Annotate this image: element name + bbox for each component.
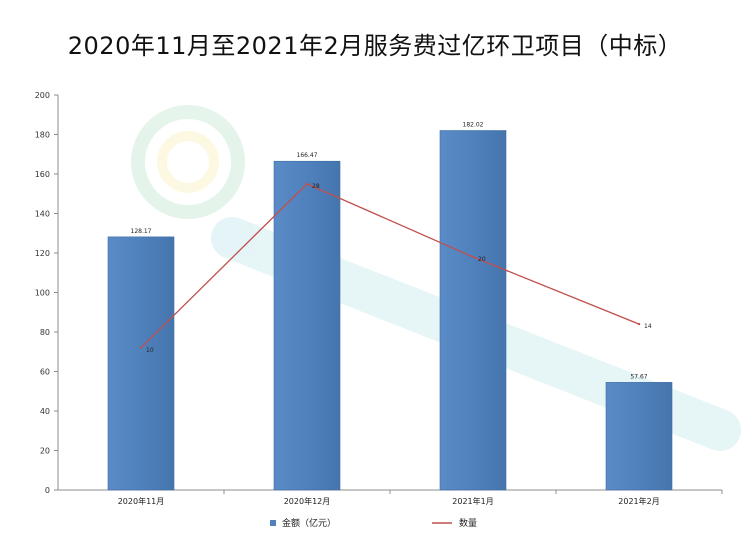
line-data-label: 20 [478, 256, 486, 263]
bar [605, 382, 673, 491]
x-tick-label: 2021年1月 [452, 496, 493, 506]
y-tick-label: 100 [35, 289, 50, 298]
y-tick-label: 20 [40, 447, 50, 456]
y-tick-label: 120 [35, 249, 50, 258]
y-tick-label: 180 [35, 131, 50, 140]
legend-label-count: 数量 [459, 517, 477, 529]
x-tick-label: 2020年11月 [118, 496, 165, 506]
line-data-label: 28 [312, 183, 320, 190]
legend-swatch-amount [270, 520, 276, 526]
line-data-label: 10 [146, 347, 154, 354]
x-tick-label: 2021年2月 [618, 496, 659, 506]
bar [273, 160, 341, 491]
bar-data-label: 182.02 [463, 122, 484, 129]
y-tick-label: 140 [35, 210, 50, 219]
y-tick-label: 0 [45, 486, 50, 495]
line-point [139, 346, 143, 349]
line-point [305, 182, 309, 186]
line-data-label: 14 [644, 323, 652, 330]
y-axis-ticks: 0 20 40 60 80 100 120 140 160 180 200 [35, 91, 58, 495]
line-point [471, 255, 475, 259]
x-tick-label: 2020年12月 [284, 496, 331, 506]
line-path [140, 183, 640, 349]
y-tick-label: 160 [35, 170, 50, 179]
line-point [637, 322, 641, 326]
bar [107, 236, 175, 491]
y-tick-label: 60 [40, 368, 50, 377]
y-tick-label: 80 [40, 328, 50, 337]
y-tick-label: 200 [35, 91, 50, 100]
legend: 金额（亿元） 数量 [270, 517, 477, 529]
bar-series: 128.17 166.47 182.02 57.67 [107, 122, 673, 491]
chart-title: 2020年11月至2021年2月服务费过亿环卫项目（中标） [67, 32, 683, 60]
bar-data-label: 57.67 [630, 373, 647, 380]
legend-label-amount: 金额（亿元） [282, 517, 336, 529]
line-series: 10 28 20 14 [139, 182, 652, 354]
bar-data-label: 128.17 [131, 228, 152, 235]
bar [439, 130, 507, 491]
y-tick-label: 40 [40, 407, 50, 416]
x-axis-ticks: 2020年11月 2020年12月 2021年1月 2021年2月 [118, 490, 723, 506]
bar-data-label: 166.47 [297, 152, 318, 159]
